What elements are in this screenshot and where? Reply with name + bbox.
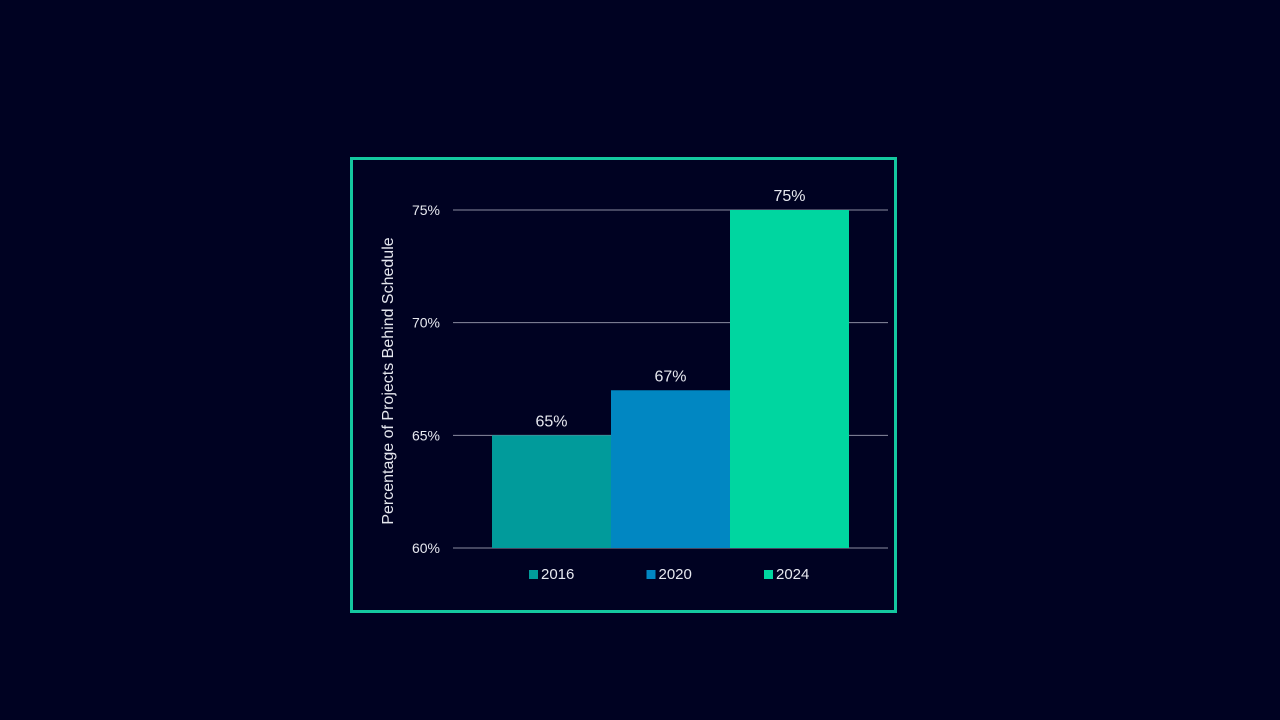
y-tick-label: 60% (412, 540, 440, 556)
legend-item-label: 2016 (541, 566, 574, 583)
chart-frame: 60% 65% 70% 75% 65% 67% 75% Percentage of Pro… (350, 157, 897, 613)
y-axis-ticks: 60% 65% 70% 75% (412, 202, 440, 556)
bar-2016 (492, 435, 611, 548)
bar-2024 (730, 210, 849, 548)
data-labels: 65% 67% 75% (535, 188, 805, 430)
bars (492, 210, 849, 548)
bar-chart: 60% 65% 70% 75% 65% 67% 75% Percentage of Pro… (380, 188, 888, 583)
y-tick-label: 75% (412, 202, 440, 218)
legend-swatch (529, 570, 538, 579)
data-label: 65% (535, 413, 567, 430)
y-tick-label: 70% (412, 315, 440, 331)
data-label: 67% (654, 368, 686, 385)
y-axis-title: Percentage of Projects Behind Schedule (380, 237, 397, 524)
legend-item-label: 2020 (659, 566, 692, 583)
bar-2020 (611, 390, 730, 548)
legend-swatch (764, 570, 773, 579)
legend-swatch (646, 570, 656, 579)
data-label: 75% (773, 188, 805, 205)
y-tick-label: 65% (412, 427, 440, 443)
legend-item-label: 2024 (776, 566, 809, 583)
legend: 2016 2020 2024 (529, 566, 809, 583)
